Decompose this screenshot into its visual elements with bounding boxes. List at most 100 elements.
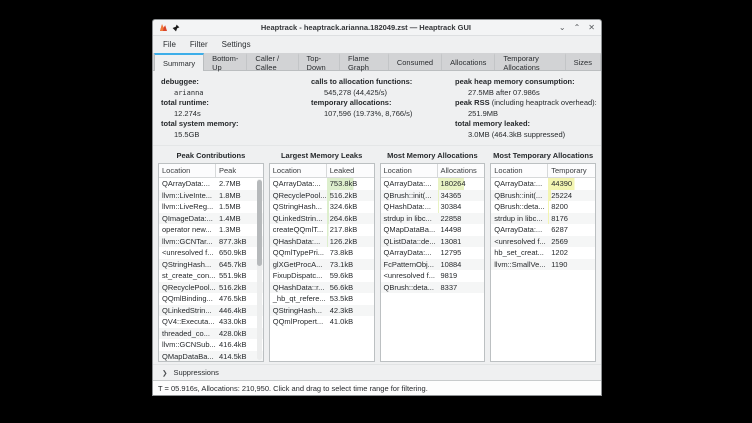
table-row[interactable]: QStringHash... 42.3kB <box>269 304 374 316</box>
cell-location: QQmlPropert... <box>272 317 324 326</box>
summary-value-total-memory-leaked: 3.0MB (464.3kB suppressed) <box>468 129 566 139</box>
column-header-location[interactable]: Location <box>270 164 327 177</box>
table-row[interactable]: QStringHash... 324.6kB <box>270 201 374 213</box>
status-bar[interactable]: T = 05.916s, Allocations: 210,950. Click… <box>153 380 601 395</box>
table-row[interactable]: QLinkedStrin... 446.4kB <box>159 304 263 316</box>
table-row[interactable]: createQQmlT... 217.8kB <box>270 224 374 236</box>
tab-sizes[interactable]: Sizes <box>566 53 601 70</box>
table-row[interactable]: threaded_co... 428.0kB <box>159 327 263 339</box>
table-row[interactable]: QRecyclePool... 516.2kB <box>159 281 263 293</box>
cell-location: glXGetProcA... <box>272 259 323 269</box>
table-row[interactable]: QMapDataBa... 14498 <box>381 224 485 236</box>
table-row[interactable]: QQmlBinding... 476.5kB <box>159 293 263 305</box>
table-header: Location Allocations <box>380 164 485 178</box>
tab-bar: Summary Bottom-Up Caller / Callee Top-Down F… <box>153 53 601 72</box>
table-row[interactable]: QArrayData:... 753.8kB <box>270 178 374 190</box>
table-row[interactable]: QBrush::deta... 8337 <box>380 281 485 293</box>
cell-value: 2569 <box>551 236 568 246</box>
table-row[interactable]: QBrush::deta... 8200 <box>491 201 595 213</box>
cell-location: QBrush::deta... <box>494 202 545 211</box>
tab-bottom-up[interactable]: Bottom-Up <box>204 53 248 72</box>
table-row[interactable]: QArrayData:... 12795 <box>381 247 485 259</box>
menu-item-filter[interactable]: Filter <box>189 40 208 49</box>
menu-item-file[interactable]: File <box>163 40 176 49</box>
table-row[interactable]: QImageData:... 1.4MB <box>159 212 263 224</box>
cell-value: 56.6kB <box>329 282 354 292</box>
column-header-peak[interactable]: Peak <box>219 166 237 175</box>
table-row[interactable]: glXGetProcA... 73.1kB <box>269 258 374 270</box>
table-row[interactable]: st_create_con... 551.9kB <box>159 270 263 282</box>
scrollbar-thumb[interactable] <box>256 180 262 266</box>
summary-value-total-system-memory: 15.5GB <box>174 129 200 139</box>
table-row[interactable]: llvm::LiveInte... 1.8MB <box>159 189 263 201</box>
column-header-location[interactable]: Location <box>381 164 438 177</box>
cell-location: QHashData:... <box>272 236 321 246</box>
cell-value: 180264 <box>437 178 485 190</box>
cell-location: QBrush::init(... <box>494 190 543 200</box>
cell-value: 42.3kB <box>329 305 354 315</box>
table-row[interactable]: QQmlTypePri... 73.8kB <box>270 247 374 259</box>
table-row[interactable]: llvm::GCNSub... 416.4kB <box>159 339 263 351</box>
close-button[interactable]: ✕ <box>588 22 595 32</box>
table-row[interactable]: _hb_qt_refere... 53.5kB <box>270 293 374 305</box>
table-row[interactable]: QArrayData:... 180264 <box>381 178 485 190</box>
cell-value: 324.6kB <box>326 201 374 213</box>
table-row[interactable]: QHashData::r... 56.6kB <box>269 281 374 293</box>
table-row[interactable]: operator new... 1.3MB <box>159 224 263 236</box>
cell-location: st_create_con... <box>162 271 216 280</box>
summary-value-peak-rss: 251.9MB <box>468 108 499 118</box>
table-row[interactable]: <unresolved f... 2569 <box>491 235 595 247</box>
column-header-temporary[interactable]: Temporary <box>551 166 587 175</box>
table-row[interactable]: QStringHash... 645.7kB <box>159 258 263 270</box>
menu-item-settings[interactable]: Settings <box>221 40 251 49</box>
table-row[interactable]: QBrush::init(... 25224 <box>491 189 595 201</box>
cell-value: 6287 <box>551 225 568 234</box>
suppressions-label: Suppressions <box>173 368 219 377</box>
table-row[interactable]: QArrayData:... 2.7MB <box>159 178 263 190</box>
table-row[interactable]: strdup in libc... 8176 <box>491 212 595 224</box>
vertical-scrollbar[interactable] <box>256 179 262 360</box>
column-header-leaked[interactable]: Leaked <box>329 166 355 175</box>
table-row[interactable]: QMapDataBa... 414.5kB <box>159 350 263 361</box>
maximize-button[interactable]: ⌃ <box>573 22 581 32</box>
table-row[interactable]: QHashData:... 30384 <box>381 201 485 213</box>
tab-consumed[interactable]: Consumed <box>389 53 443 70</box>
table-row[interactable]: QQmlPropert... 41.0kB <box>270 316 374 328</box>
table-row[interactable]: FcPatternObj... 10884 <box>380 258 485 270</box>
table-row[interactable]: QV4::Executa... 433.0kB <box>159 316 263 328</box>
table-row[interactable]: QBrush::init(... 34365 <box>380 189 485 201</box>
table-row[interactable]: llvm::LiveReg... 1.5MB <box>159 201 263 213</box>
tab-summary[interactable]: Summary <box>154 53 205 71</box>
table-row[interactable]: hb_set_creat... 1202 <box>491 247 595 259</box>
minimize-button[interactable]: ⌄ <box>558 22 566 32</box>
table-row[interactable]: FixupDispatc... 59.6kB <box>270 270 374 282</box>
suppressions-toggle[interactable]: ❯ Suppressions <box>153 364 601 380</box>
column-header-location[interactable]: Location <box>491 164 549 177</box>
column-header-location[interactable]: Location <box>159 164 216 177</box>
table-row[interactable]: QArrayData:... 44390 <box>491 178 595 190</box>
table-row[interactable]: QHashData:... 126.2kB <box>269 235 374 247</box>
table-header: Location Leaked <box>269 164 374 178</box>
table-row[interactable]: QRecyclePool... 516.2kB <box>269 189 374 201</box>
table-row[interactable]: QLinkedStrin... 264.6kB <box>269 212 374 224</box>
cell-location: QImageData:... <box>162 213 213 223</box>
panel-most-temporary-allocations: Most Temporary Allocations Location Tempor… <box>490 150 596 362</box>
cell-value: 30384 <box>437 201 485 213</box>
tab-top-down[interactable]: Top-Down <box>299 53 341 72</box>
table-row[interactable]: llvm::SmallVe... 1190 <box>491 258 595 270</box>
summary-label-calls-to-allocation-functions: calls to allocation functions: <box>311 77 413 86</box>
column-header-allocations[interactable]: Allocations <box>440 166 477 175</box>
table-row[interactable]: strdup in libc... 22858 <box>380 212 485 224</box>
table-row[interactable]: <unresolved f... 9819 <box>381 270 485 282</box>
cell-value: 10884 <box>440 259 462 269</box>
table-row[interactable]: llvm::GCNTar... 877.3kB <box>159 235 263 247</box>
table-row[interactable]: <unresolved f... 650.9kB <box>159 247 263 259</box>
tab-allocations[interactable]: Allocations <box>442 53 496 70</box>
tab-caller-callee[interactable]: Caller / Callee <box>247 53 299 72</box>
table-row[interactable]: QListData::de... 13081 <box>380 235 485 247</box>
tab-flame-graph[interactable]: Flame Graph <box>340 53 389 72</box>
tab-temporary-allocations[interactable]: Temporary Allocations <box>495 53 566 72</box>
title-bar[interactable]: Heaptrack - heaptrack.arianna.182049.zst… <box>153 20 601 36</box>
cell-location: threaded_co... <box>162 328 210 338</box>
table-row[interactable]: QArrayData:... 6287 <box>491 224 595 236</box>
